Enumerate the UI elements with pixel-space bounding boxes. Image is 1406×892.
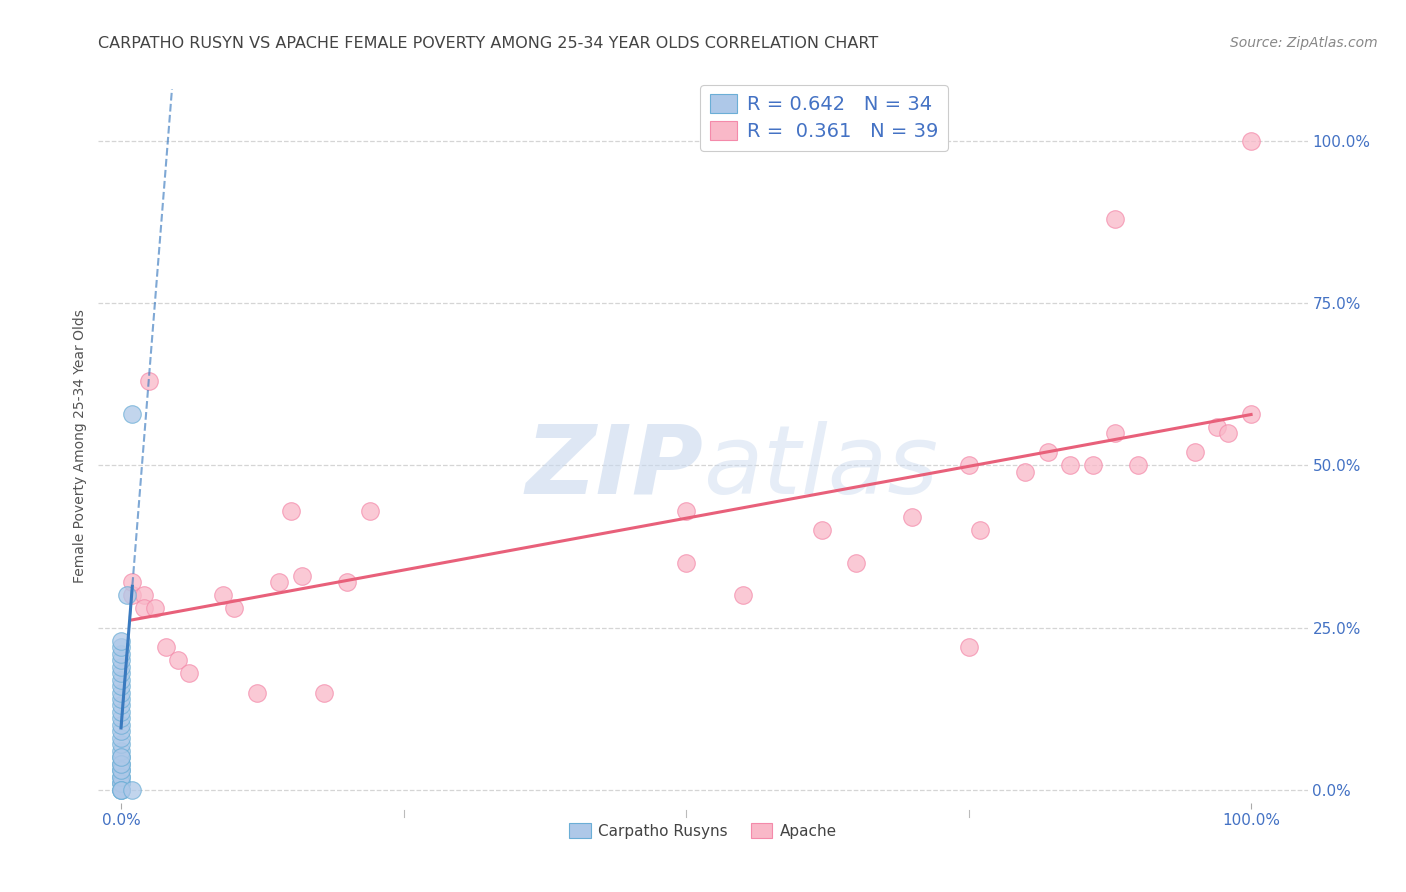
Point	[110, 685, 132, 699]
Point	[280, 504, 302, 518]
Point	[359, 504, 381, 518]
Point	[1036, 445, 1059, 459]
Point	[110, 692, 132, 706]
Point	[1104, 425, 1126, 440]
Point	[1059, 458, 1081, 473]
Point	[291, 568, 314, 582]
Point	[110, 738, 132, 752]
Point	[675, 556, 697, 570]
Point	[121, 407, 143, 421]
Point	[110, 750, 132, 764]
Point	[110, 744, 132, 758]
Point	[110, 776, 132, 790]
Point	[110, 731, 132, 745]
Point	[110, 640, 132, 654]
Point	[957, 640, 980, 654]
Text: Source: ZipAtlas.com: Source: ZipAtlas.com	[1230, 36, 1378, 50]
Point	[1104, 211, 1126, 226]
Point	[177, 666, 200, 681]
Point	[1014, 465, 1036, 479]
Point	[110, 756, 132, 771]
Text: atlas: atlas	[703, 421, 938, 514]
Point	[731, 588, 754, 602]
Point	[314, 685, 336, 699]
Text: CARPATHO RUSYN VS APACHE FEMALE POVERTY AMONG 25-34 YEAR OLDS CORRELATION CHART: CARPATHO RUSYN VS APACHE FEMALE POVERTY …	[98, 36, 879, 51]
Point	[1240, 134, 1263, 148]
Point	[121, 588, 143, 602]
Point	[1240, 407, 1263, 421]
Point	[810, 524, 832, 538]
Point	[110, 718, 132, 732]
Y-axis label: Female Poverty Among 25-34 Year Olds: Female Poverty Among 25-34 Year Olds	[73, 309, 87, 583]
Point	[110, 633, 132, 648]
Point	[110, 782, 132, 797]
Point	[246, 685, 269, 699]
Point	[110, 698, 132, 713]
Point	[957, 458, 980, 473]
Point	[110, 711, 132, 725]
Point	[110, 764, 132, 778]
Point	[110, 647, 132, 661]
Point	[845, 556, 868, 570]
Point	[969, 524, 991, 538]
Point	[1184, 445, 1206, 459]
Point	[675, 504, 697, 518]
Point	[110, 764, 132, 778]
Point	[336, 575, 359, 590]
Point	[110, 653, 132, 667]
Point	[110, 750, 132, 764]
Point	[110, 756, 132, 771]
Point	[110, 659, 132, 673]
Point	[132, 588, 155, 602]
Point	[1218, 425, 1240, 440]
Point	[901, 510, 924, 524]
Point	[269, 575, 291, 590]
Point	[115, 588, 138, 602]
Point	[110, 776, 132, 790]
Point	[110, 666, 132, 681]
Text: ZIP: ZIP	[524, 421, 703, 514]
Point	[1081, 458, 1104, 473]
Point	[110, 705, 132, 719]
Point	[143, 601, 166, 615]
Point	[211, 588, 233, 602]
Point	[132, 601, 155, 615]
Point	[1126, 458, 1149, 473]
Legend: Carpatho Rusyns, Apache: Carpatho Rusyns, Apache	[562, 817, 844, 845]
Point	[110, 673, 132, 687]
Point	[121, 782, 143, 797]
Point	[110, 770, 132, 784]
Point	[1206, 419, 1229, 434]
Point	[110, 782, 132, 797]
Point	[110, 782, 132, 797]
Point	[155, 640, 177, 654]
Point	[110, 770, 132, 784]
Point	[110, 679, 132, 693]
Point	[166, 653, 188, 667]
Point	[222, 601, 245, 615]
Point	[121, 575, 143, 590]
Point	[138, 374, 160, 388]
Point	[110, 724, 132, 739]
